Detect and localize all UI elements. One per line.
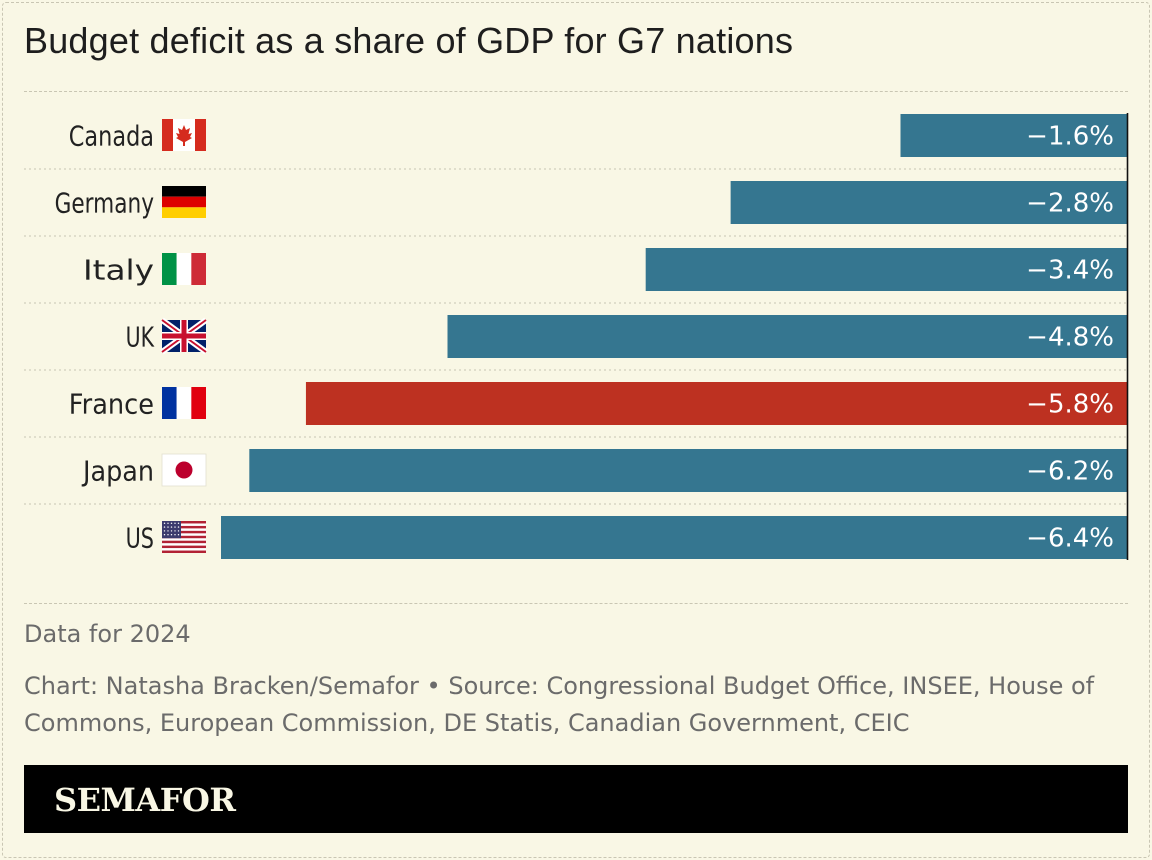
category-label: Germany <box>55 187 154 220</box>
value-label: −2.8% <box>1026 189 1114 219</box>
bar-canada <box>900 114 1127 157</box>
germany-flag-icon <box>162 186 206 218</box>
category-label: US <box>126 522 154 555</box>
value-label: −6.4% <box>1026 524 1114 554</box>
uk-flag-icon <box>160 317 208 355</box>
value-label: −3.4% <box>1026 256 1114 286</box>
bar-france <box>305 382 1127 425</box>
semafor-logo: SEMAFOR <box>54 781 236 819</box>
category-label: Canada <box>69 120 154 153</box>
bar-us <box>221 516 1127 559</box>
category-label: Japan <box>81 455 154 488</box>
bar-germany <box>730 181 1127 224</box>
canada-flag-icon <box>162 119 206 151</box>
title-divider <box>24 91 1128 92</box>
value-label: −4.8% <box>1026 323 1114 353</box>
bar-uk <box>447 315 1127 358</box>
bar-italy <box>645 248 1127 291</box>
value-label: −6.2% <box>1026 457 1114 487</box>
us-flag-icon <box>162 521 206 553</box>
category-label: Italy <box>83 254 154 287</box>
value-label: −1.6% <box>1026 122 1114 152</box>
notes-divider <box>24 603 1128 604</box>
category-label: France <box>69 388 154 421</box>
brand-footer: SEMAFOR <box>24 765 1128 833</box>
data-note: Data for 2024 <box>24 620 191 648</box>
chart-title: Budget deficit as a share of GDP for G7 … <box>24 20 794 61</box>
category-label: UK <box>126 321 155 354</box>
value-label: −5.8% <box>1026 390 1114 420</box>
japan-flag-icon <box>161 453 207 487</box>
bar-japan <box>249 449 1127 492</box>
france-flag-icon <box>162 387 206 419</box>
italy-flag-icon <box>162 253 206 285</box>
source-credit: Chart: Natasha Bracken/Semafor • Source:… <box>24 672 1095 737</box>
